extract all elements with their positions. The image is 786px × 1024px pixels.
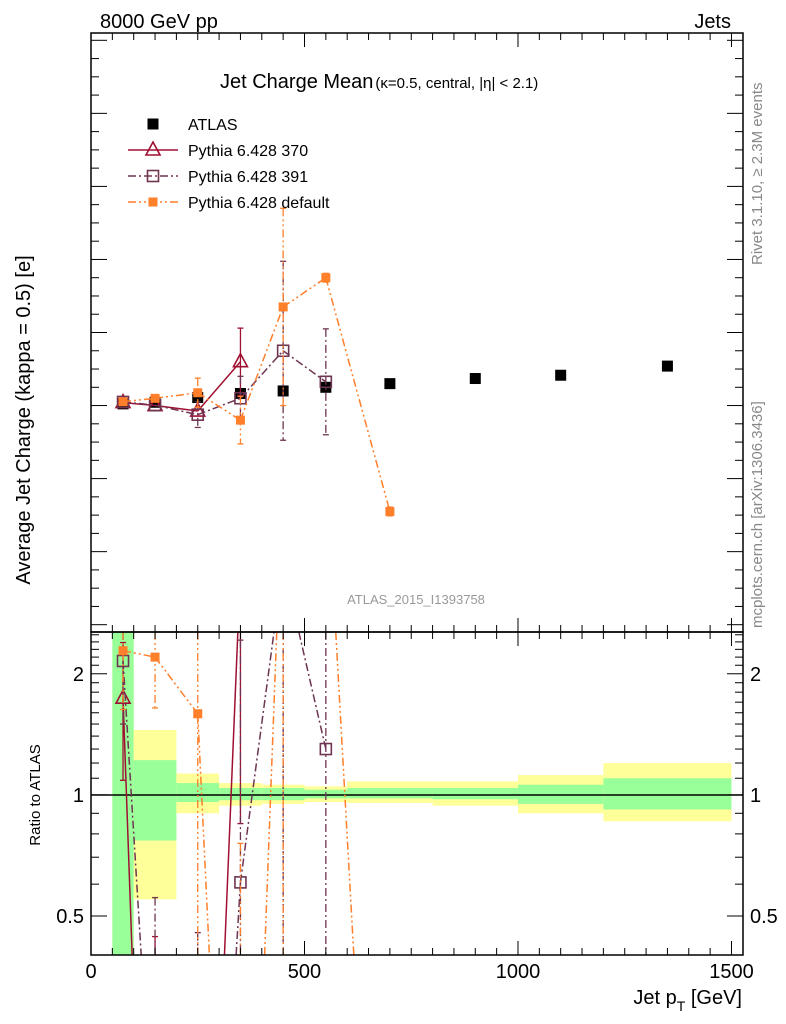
ratio-band-stat	[603, 778, 732, 810]
legend-marker-pdef	[148, 197, 158, 207]
ratio-y-axis-label: Ratio to ATLAS	[27, 744, 44, 845]
ratio-frame	[90, 631, 744, 956]
legend-marker-p391	[146, 169, 160, 183]
series-line-pdef	[282, 277, 327, 308]
main-plot-marks	[114, 207, 673, 517]
series-line-pdef	[263, 632, 278, 955]
chart-title: Jet Charge Mean (κ=0.5, central, |η| < 2.…	[220, 71, 538, 93]
chart-title-main: Jet Charge Mean	[220, 71, 373, 93]
data-point-atlas	[192, 392, 204, 404]
data-point-pdef	[321, 273, 331, 283]
data-point-atlas	[661, 360, 673, 372]
ratio-band-stat	[112, 632, 134, 955]
series-line-pdef	[196, 713, 211, 955]
ratio-band-stat	[133, 760, 177, 841]
data-point-p391	[319, 375, 333, 389]
ratio-band-stat	[432, 788, 518, 800]
data-point-pdef	[193, 388, 203, 398]
ratio-y-tick-label-right: 0.5	[750, 906, 778, 928]
legend-label-p370: Pythia 6.428 370	[188, 143, 308, 160]
series-line-p391	[282, 350, 327, 383]
ratio-bands	[112, 632, 732, 955]
legend-label-pdef: Pythia 6.428 default	[188, 195, 330, 212]
data-point-p391	[319, 742, 333, 756]
rivet-label: Rivet 3.1.10, ≥ 2.3M events	[749, 83, 766, 266]
series-line-p370	[197, 361, 242, 412]
series-line-p391	[298, 632, 327, 750]
series-line-p391	[239, 350, 284, 399]
header-left: 8000 GeV pp	[100, 11, 218, 33]
data-point-pdef	[118, 397, 128, 407]
ratio-y-tick-label-right: 2	[750, 664, 761, 686]
data-point-pdef	[150, 393, 160, 403]
data-point-p391	[191, 408, 205, 421]
watermark: ATLAS_2015_I1393758	[347, 592, 485, 607]
y-axis-label: Average Jet Charge (kappa = 0.5) [e]	[13, 255, 35, 584]
series-line-p391	[239, 632, 275, 883]
data-point-atlas	[384, 378, 396, 390]
ratio-y-tick-label: 1	[73, 785, 84, 807]
data-point-pdef	[385, 506, 395, 516]
data-point-p391	[116, 395, 130, 409]
ratio-band-stat	[347, 788, 433, 799]
series-line-p370	[122, 698, 133, 955]
header-right: Jets	[694, 11, 731, 33]
data-point-pdef	[118, 646, 128, 656]
series-line-pdef	[154, 656, 199, 715]
series-line-p370	[223, 632, 239, 955]
series-line-p391	[154, 404, 198, 416]
legend-label-p391: Pythia 6.428 391	[188, 169, 308, 186]
series-line-p391	[235, 882, 242, 955]
series-line-pdef	[335, 632, 355, 955]
x-tick-label: 500	[288, 961, 321, 983]
ratio-plot-marks	[114, 632, 355, 955]
mcplots-label: mcplots.cern.ch [arXiv:1306.3436]	[749, 401, 766, 628]
data-point-atlas	[555, 369, 567, 381]
series-line-p391	[122, 660, 142, 955]
legend: ATLAS Pythia 6.428 370 Pythia 6.428 391 Pyt…	[128, 117, 330, 212]
legend-label-atlas: ATLAS	[188, 117, 238, 134]
data-point-pdef	[278, 302, 288, 312]
ratio-y-tick-label-right: 1	[750, 785, 761, 807]
series-line-pdef	[325, 277, 391, 512]
ratio-band-stat	[176, 783, 220, 803]
series-line-pdef	[197, 392, 241, 421]
ratio-y-tick-label: 2	[73, 664, 84, 686]
series-line-pdef	[122, 649, 156, 658]
data-point-p370	[232, 352, 249, 368]
ratio-y-tick-label: 0.5	[56, 906, 84, 928]
data-point-pdef	[150, 652, 160, 662]
legend-marker-p370	[144, 140, 162, 156]
x-tick-label: 1000	[496, 961, 541, 983]
series-line-pdef	[239, 306, 284, 421]
x-tick-label: 1500	[709, 961, 754, 983]
data-point-pdef	[193, 709, 203, 719]
series-line-pdef	[154, 392, 198, 400]
x-axis-label: Jet pT [GeV]	[633, 987, 742, 1014]
data-point-pdef	[235, 415, 245, 425]
axes: 0 500 1000 1500 0.5 0.5 1 1 2 2	[56, 32, 778, 983]
x-tick-label: 0	[85, 961, 96, 983]
data-point-atlas	[469, 373, 481, 385]
series-line-pdef	[122, 397, 156, 403]
legend-marker-atlas	[147, 118, 159, 130]
chart-subtitle: (κ=0.5, central, |η| < 2.1)	[375, 75, 538, 92]
